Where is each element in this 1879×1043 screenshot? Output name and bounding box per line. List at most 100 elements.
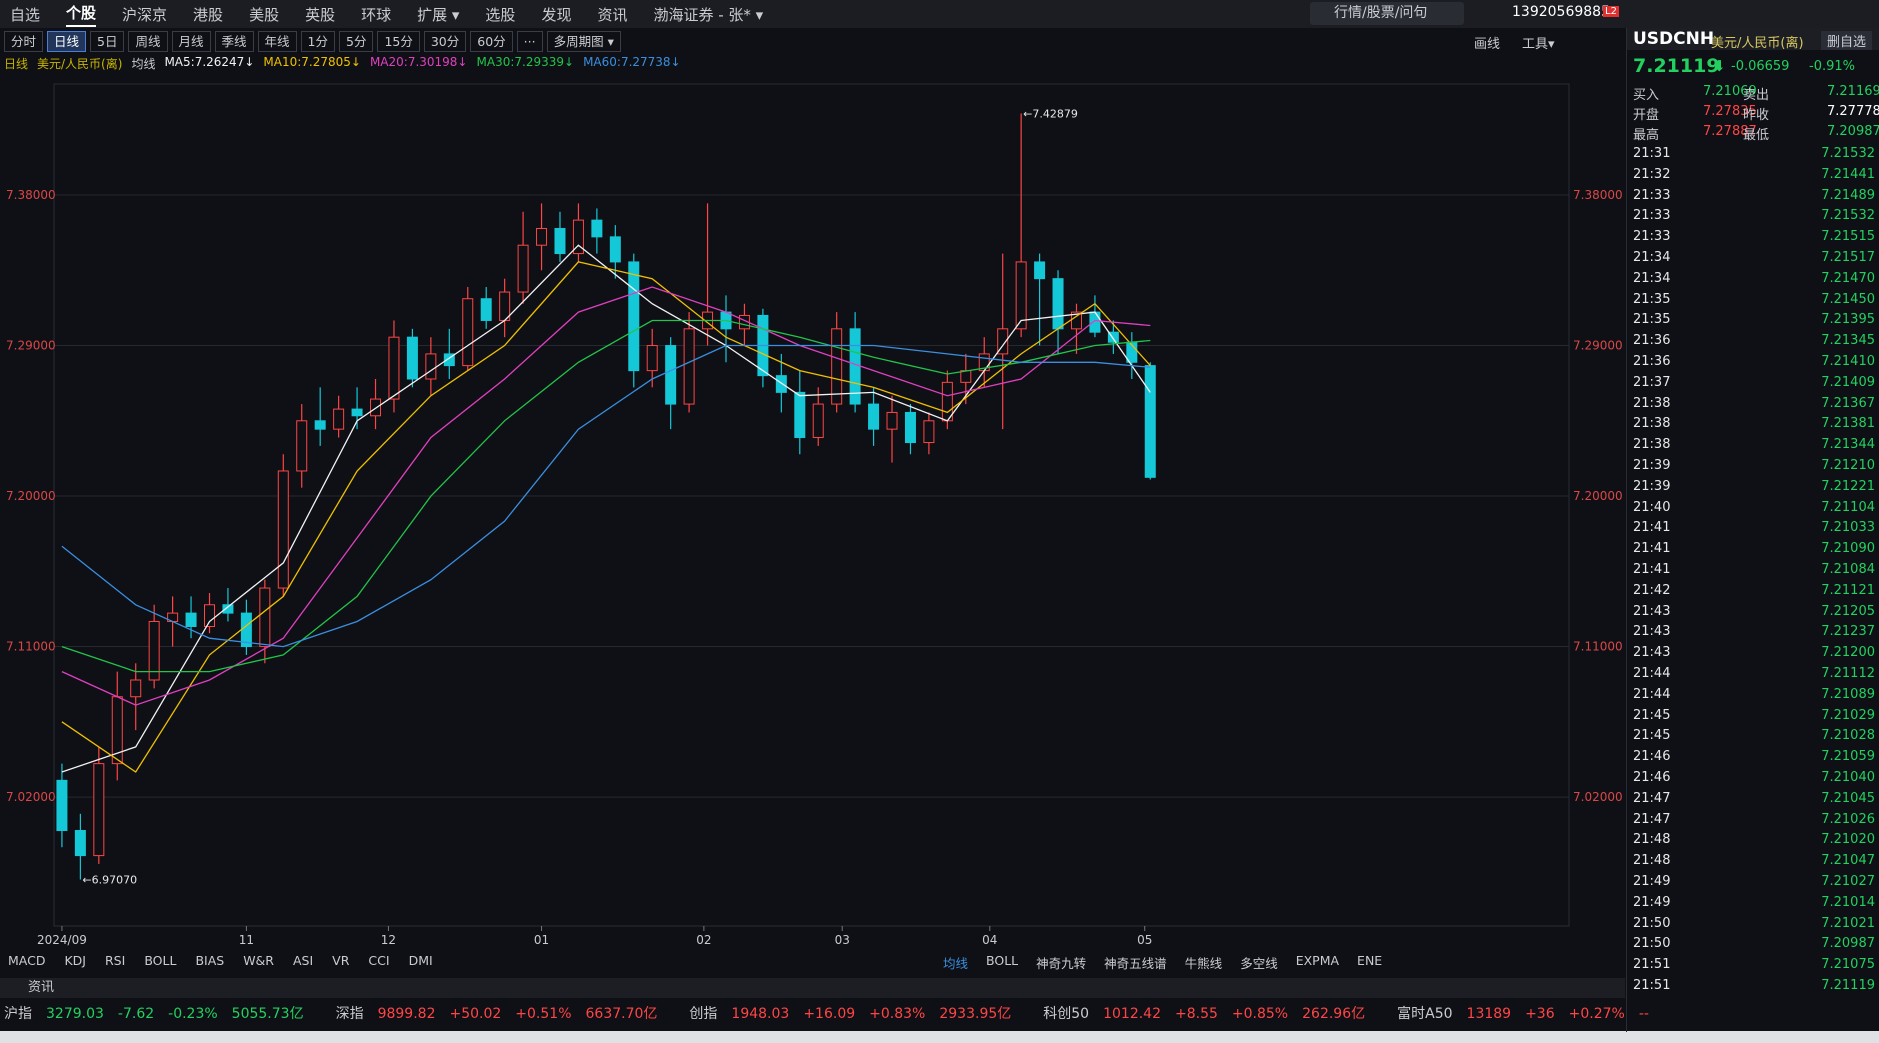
remove-watch[interactable]: 删自选 <box>1821 31 1873 50</box>
overlay-tab[interactable]: BOLL <box>986 953 1019 968</box>
y-tick-label: 7.20000 <box>6 489 56 503</box>
nav-tab[interactable]: 扩展 ▾ <box>417 5 460 24</box>
ma-line <box>61 344 1151 648</box>
candle-body <box>480 298 492 321</box>
indicator-tab[interactable]: KDJ <box>64 953 86 968</box>
y-tick-label-right: 7.38000 <box>1573 188 1623 202</box>
x-tick-label: 11 <box>239 933 254 947</box>
y-tick-label: 7.02000 <box>6 790 56 804</box>
indicator-tab[interactable]: W&R <box>243 953 274 968</box>
quote-value: 7.21069 <box>1703 84 1757 99</box>
candle-body <box>683 328 695 405</box>
nav-tab[interactable]: 港股 <box>193 5 224 24</box>
candle-body <box>628 261 640 372</box>
index-value: +36 <box>1525 1006 1555 1022</box>
nav-tab[interactable]: 资讯 <box>597 5 628 24</box>
legend-entry: MA5:7.26247↓ <box>164 55 255 69</box>
tick-time: 21:45 <box>1633 707 1671 723</box>
tick-price: 7.21026 <box>1821 811 1875 827</box>
period-button[interactable]: 日线 <box>47 31 87 52</box>
indicator-tab[interactable]: RSI <box>105 953 126 968</box>
tick-price: 7.21532 <box>1821 208 1875 224</box>
period-button[interactable]: 年线 <box>257 31 297 52</box>
candle-body <box>960 370 972 383</box>
index-name: 沪指 <box>4 1006 32 1022</box>
legend: 日线 美元/人民币(离) 均线 MA5:7.26247↓ MA10:7.27805… <box>4 55 681 72</box>
period-label: 日线 <box>4 57 29 71</box>
period-button[interactable]: 周线 <box>128 31 168 52</box>
nav-tab[interactable]: 环球 <box>361 5 392 24</box>
tick-price: 7.21200 <box>1821 645 1875 661</box>
nav-tab[interactable]: 英股 <box>305 5 336 24</box>
nav-tab[interactable]: 美股 <box>249 5 280 24</box>
period-button[interactable]: 1分 <box>300 31 335 52</box>
overlay-tab[interactable]: EXPMA <box>1295 953 1340 968</box>
nav-tab[interactable]: 渤海证券 - 张* ▾ <box>653 5 764 24</box>
nav-tab[interactable]: 自选 <box>10 5 41 24</box>
tick-price: 7.21090 <box>1821 541 1875 557</box>
indicator-tab[interactable]: CCI <box>368 953 390 968</box>
period-button[interactable]: 5分 <box>339 31 374 52</box>
tools-button[interactable]: 工具▾ <box>1522 37 1555 52</box>
annotation: ←7.42879 <box>1023 107 1078 120</box>
account[interactable]: 13920569885 <box>1512 4 1610 20</box>
overlay-tab[interactable]: 均线 <box>943 956 969 971</box>
period-button[interactable]: 60分 <box>470 31 513 52</box>
tick-price: 7.21367 <box>1821 395 1875 411</box>
news-bar[interactable]: 资讯 <box>0 978 1625 998</box>
nav-tab[interactable]: 沪深京 <box>122 5 168 24</box>
overlay-tab[interactable]: ENE <box>1357 953 1383 968</box>
tick-time: 21:46 <box>1633 749 1671 765</box>
search-box[interactable]: 行情/股票/问句 <box>1310 2 1464 25</box>
tick-time: 21:44 <box>1633 686 1671 702</box>
tick-price: 7.21395 <box>1821 312 1875 328</box>
tick-price: 7.21084 <box>1821 562 1875 577</box>
indicator-tab[interactable]: ASI <box>292 953 314 968</box>
tick-price: 7.21119 <box>1821 978 1875 993</box>
overlay-tab[interactable]: 神奇五线谱 <box>1104 956 1167 971</box>
tick-price: 7.21441 <box>1821 166 1875 182</box>
period-button[interactable]: 5日 <box>90 31 125 52</box>
tick-time: 21:43 <box>1633 645 1671 661</box>
nav-tab[interactable]: 个股 <box>66 2 97 27</box>
index-value: 5055.73亿 <box>231 1006 304 1022</box>
indicator-tab[interactable]: BOLL <box>144 953 177 968</box>
indicator-tab[interactable]: VR <box>332 953 350 968</box>
period-button[interactable]: 30分 <box>423 31 467 52</box>
nav-tab[interactable]: 发现 <box>541 5 572 24</box>
price-change-pct: -0.91% <box>1809 59 1855 74</box>
period-button[interactable]: 15分 <box>377 31 420 52</box>
indicator-tab[interactable]: MACD <box>8 953 46 968</box>
quote-label: 卖出 <box>1743 88 1770 103</box>
overlay-tab[interactable]: 神奇九转 <box>1036 956 1087 971</box>
candle-body <box>370 398 382 417</box>
tick-time: 21:34 <box>1633 270 1671 286</box>
tick-time: 21:43 <box>1633 624 1671 640</box>
candle-body <box>462 298 474 367</box>
tick-time: 21:36 <box>1633 333 1671 349</box>
x-tick-label: 01 <box>534 933 549 947</box>
period-button[interactable]: 季线 <box>214 31 254 52</box>
tick-time: 21:50 <box>1633 936 1671 952</box>
candle-body <box>74 830 86 857</box>
candle-body <box>148 620 160 681</box>
period-button[interactable]: 分时 <box>4 31 44 52</box>
overlay-tab[interactable]: 多空线 <box>1240 956 1278 971</box>
indicator-tab[interactable]: BIAS <box>195 953 225 968</box>
overlay-tab[interactable]: 牛熊线 <box>1184 956 1223 971</box>
candle-body <box>923 420 935 444</box>
draw-button[interactable]: 画线 <box>1474 37 1501 52</box>
indicator-tab[interactable]: DMI <box>408 953 433 968</box>
y-tick-label: 7.38000 <box>6 188 56 202</box>
chart: 7.02000 7.02000 7.11000 7.11000 7.20000 7.200… <box>6 83 1623 947</box>
period-button[interactable]: 多周期图 ▾ <box>546 31 621 52</box>
candle-body <box>333 408 345 430</box>
candle-body <box>1089 311 1101 333</box>
period-button[interactable]: 月线 <box>171 31 211 52</box>
nav-tab[interactable]: 选股 <box>485 5 516 24</box>
candle-body <box>1107 331 1119 343</box>
period-button[interactable]: ··· <box>516 31 543 52</box>
y-tick-label-right: 7.20000 <box>1573 489 1623 503</box>
candle-body <box>812 403 824 439</box>
top-nav: 自选 个股 沪深京 港股 美股 英股 环球 扩展 ▾ 选股 发现 资讯 渤海证券 - 张* ▾ <box>0 0 1879 28</box>
